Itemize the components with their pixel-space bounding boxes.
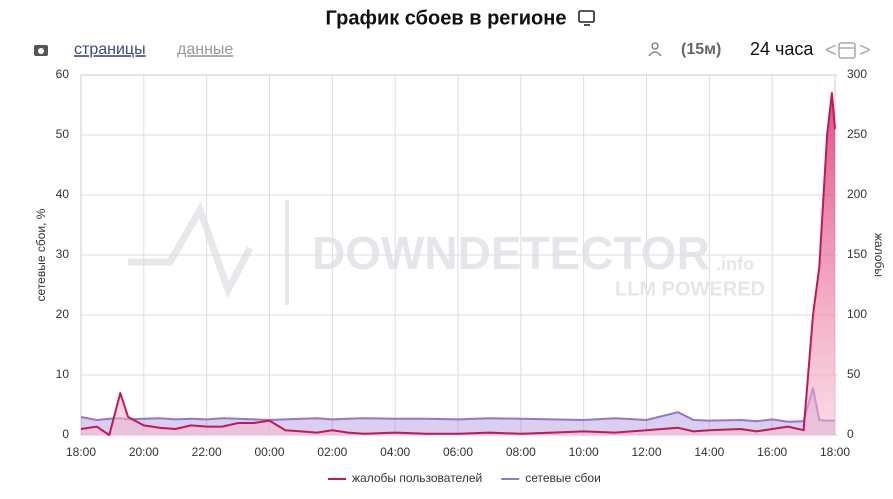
x-tick-label: 04:00 bbox=[380, 445, 410, 459]
y2-tick-label: 150 bbox=[847, 247, 867, 261]
x-tick-label: 14:00 bbox=[694, 445, 724, 459]
grid bbox=[80, 74, 836, 436]
x-tick-label: 20:00 bbox=[129, 445, 159, 459]
series-line bbox=[80, 387, 835, 423]
camera-icon[interactable] bbox=[34, 45, 48, 56]
y2-tick-label: 0 bbox=[847, 427, 854, 441]
y-tick-label: 30 bbox=[56, 247, 70, 261]
watermark-sub: LLM POWERED bbox=[615, 278, 765, 300]
y-tick-label: 60 bbox=[56, 67, 70, 81]
y2-tick-label: 50 bbox=[847, 367, 861, 381]
y2-tick-label: 300 bbox=[847, 67, 867, 81]
y-tick-label: 0 bbox=[62, 427, 69, 441]
x-tick-label: 12:00 bbox=[631, 445, 661, 459]
range-button[interactable]: 24 часа bbox=[750, 39, 814, 59]
tab-pages[interactable]: страницы bbox=[74, 41, 146, 58]
next-button[interactable]: > bbox=[859, 39, 871, 61]
watermark-suffix: .info bbox=[716, 254, 754, 274]
monitor-icon bbox=[578, 10, 595, 26]
prev-button[interactable]: < bbox=[825, 39, 837, 61]
x-tick-label: 22:00 bbox=[192, 445, 222, 459]
y-tick-label: 20 bbox=[56, 307, 70, 321]
x-tick-label: 02:00 bbox=[317, 445, 347, 459]
y2-tick-label: 200 bbox=[847, 187, 867, 201]
interval-button[interactable]: (15м) bbox=[681, 41, 721, 58]
x-tick-label: 18:00 bbox=[820, 445, 850, 459]
y2-tick-label: 250 bbox=[847, 127, 867, 141]
tab-data[interactable]: данные bbox=[177, 41, 233, 58]
x-tick-label: 18:00 bbox=[66, 445, 96, 459]
x-tick-label: 00:00 bbox=[254, 445, 284, 459]
series-line bbox=[80, 92, 836, 436]
y-tick-label: 50 bbox=[56, 127, 70, 141]
x-tick-label: 06:00 bbox=[443, 445, 473, 459]
watermark: DOWNDETECTOR .info LLM POWERED bbox=[128, 200, 765, 305]
watermark-text: DOWNDETECTOR bbox=[312, 227, 710, 279]
y-axis-title: сетевые сбои, % bbox=[34, 208, 48, 301]
x-tick-label: 10:00 bbox=[569, 445, 599, 459]
chart-title: График сбоев в регионе bbox=[326, 7, 567, 29]
y-tick-label: 10 bbox=[56, 367, 70, 381]
y2-tick-label: 100 bbox=[847, 307, 867, 321]
y-tick-label: 40 bbox=[56, 187, 70, 201]
x-tick-label: 16:00 bbox=[757, 445, 787, 459]
calendar-icon[interactable] bbox=[838, 42, 856, 59]
user-icon[interactable] bbox=[648, 42, 662, 57]
x-tick-label: 08:00 bbox=[506, 445, 536, 459]
legend-label: жалобы пользователей bbox=[352, 471, 482, 485]
y2-axis-title: жалобы bbox=[872, 233, 886, 277]
legend-label: сетевые сбои bbox=[525, 471, 601, 485]
